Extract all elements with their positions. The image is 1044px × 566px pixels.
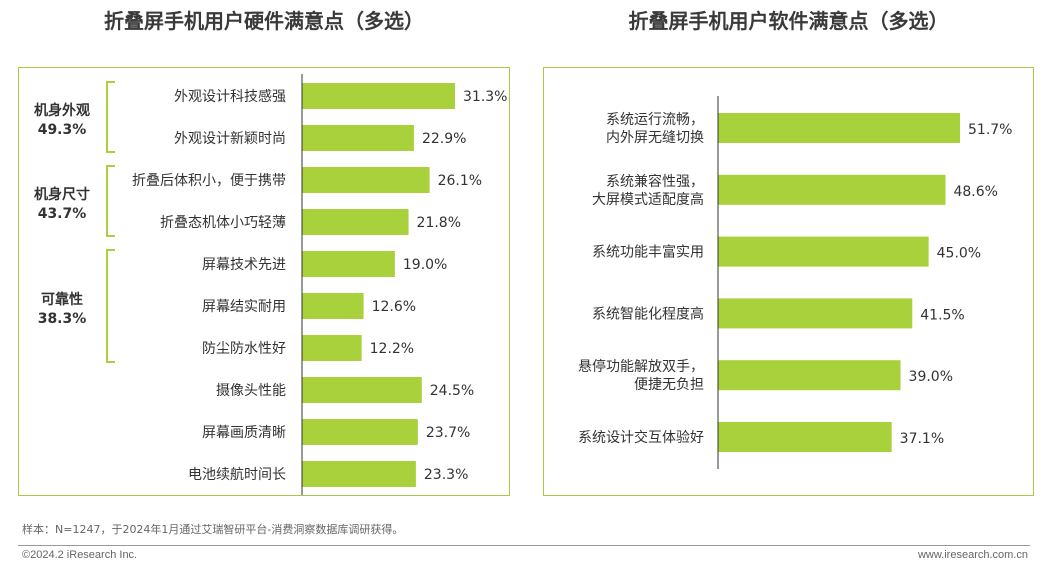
- footer-divider: [18, 545, 1030, 546]
- software-bar-1: [718, 174, 946, 205]
- hardware-bar-1: [302, 125, 414, 151]
- hardware-category-label-1: 外观设计新颖时尚: [174, 131, 286, 147]
- sample-note: 样本：N=1247，于2024年1月通过艾瑞智研平台-消费洞察数据库调研获得。: [22, 523, 404, 536]
- hardware-bar-8: [302, 419, 418, 445]
- hardware-bar-0: [302, 83, 455, 109]
- hardware-value-label-4: 19.0%: [403, 257, 447, 273]
- hardware-bar-2: [302, 167, 430, 193]
- hardware-bar-5: [302, 293, 364, 319]
- software-category-label-4-1: 便捷无负担: [634, 377, 704, 393]
- hardware-chart-panel: 外观设计科技感强 31.3% 外观设计新颖时尚 22.9% 折叠后体积小，便于携带 26.…: [18, 67, 510, 496]
- hardware-bar-7: [302, 377, 422, 403]
- software-value-label-2: 45.0%: [937, 246, 981, 262]
- group-value-2: 38.3%: [38, 311, 87, 327]
- software-category-label-0-1: 内外屏无缝切换: [606, 129, 704, 146]
- group-bracket-2: [106, 249, 115, 363]
- software-bar-chart: 系统运行流畅，内外屏无缝切换 51.7% 系统兼容性强，大屏模式适配度高 48.6% 系…: [578, 96, 1012, 469]
- hardware-value-label-3: 21.8%: [417, 215, 461, 231]
- software-bar-3: [718, 298, 913, 329]
- hardware-category-label-9: 电池续航时间长: [188, 466, 286, 483]
- hardware-category-label-2: 折叠后体积小，便于携带: [132, 173, 286, 189]
- group-label-1: 机身尺寸: [34, 186, 90, 203]
- hardware-value-label-9: 23.3%: [424, 467, 468, 483]
- software-value-label-1: 48.6%: [953, 184, 997, 200]
- software-category-label-0-0: 系统运行流畅，: [606, 112, 704, 128]
- software-bar-0: [718, 113, 960, 143]
- hardware-bar-9: [302, 461, 416, 487]
- hardware-category-label-6: 防尘防水性好: [202, 341, 286, 357]
- software-category-label-5-0: 系统设计交互体验好: [578, 429, 704, 446]
- hardware-value-label-0: 31.3%: [463, 89, 507, 105]
- software-chart-title: 折叠屏手机用户软件满意点（多选）: [628, 9, 949, 33]
- software-value-label-0: 51.7%: [968, 122, 1012, 138]
- software-value-label-3: 41.5%: [920, 307, 964, 323]
- hardware-bar-3: [302, 209, 409, 235]
- hardware-category-label-3: 折叠态机体小巧轻薄: [160, 215, 286, 231]
- software-category-label-4-0: 悬停功能解放双手，: [578, 358, 704, 375]
- group-bracket-1: [106, 165, 115, 237]
- hardware-chart-title: 折叠屏手机用户硬件满意点（多选）: [104, 9, 424, 33]
- hardware-bar-chart: 外观设计科技感强 31.3% 外观设计新颖时尚 22.9% 折叠后体积小，便于携带 26.…: [34, 74, 507, 495]
- software-value-label-4: 39.0%: [909, 369, 953, 385]
- group-label-2: 可靠性: [41, 291, 83, 308]
- hardware-value-label-1: 22.9%: [422, 131, 466, 147]
- hardware-value-label-2: 26.1%: [438, 173, 482, 189]
- software-bar-4: [718, 360, 901, 391]
- website-link[interactable]: www.iresearch.com.cn: [917, 549, 1028, 561]
- software-bar-2: [718, 236, 929, 267]
- software-category-label-2-0: 系统功能丰富实用: [592, 244, 704, 261]
- copyright: ©2024.2 iResearch Inc.: [22, 549, 138, 561]
- software-bar-5: [718, 422, 892, 452]
- group-label-0: 机身外观: [34, 102, 90, 119]
- hardware-category-label-7: 摄像头性能: [216, 383, 286, 399]
- hardware-bar-4: [302, 251, 395, 277]
- hardware-value-label-7: 24.5%: [430, 383, 474, 399]
- hardware-category-label-5: 屏幕结实耐用: [202, 299, 286, 315]
- software-category-label-1-0: 系统兼容性强，: [606, 173, 704, 190]
- software-category-label-1-1: 大屏模式适配度高: [592, 191, 704, 208]
- hardware-value-label-5: 12.6%: [372, 299, 416, 315]
- hardware-value-label-6: 12.2%: [370, 341, 414, 357]
- hardware-category-label-8: 屏幕画质清晰: [202, 425, 286, 441]
- group-value-0: 49.3%: [38, 122, 87, 138]
- hardware-category-label-4: 屏幕技术先进: [202, 257, 286, 273]
- hardware-category-label-0: 外观设计科技感强: [174, 88, 286, 105]
- hardware-value-label-8: 23.7%: [426, 425, 470, 441]
- software-category-label-3-0: 系统智能化程度高: [592, 305, 704, 322]
- hardware-bar-6: [302, 335, 362, 361]
- group-value-1: 43.7%: [38, 206, 87, 222]
- software-chart-panel: 系统运行流畅， 内外屏无缝切换 51.7% 系统兼容性强， 大屏模式适配度高 48.6% 系…: [543, 67, 1034, 496]
- software-value-label-5: 37.1%: [900, 431, 944, 447]
- group-bracket-0: [106, 81, 115, 153]
